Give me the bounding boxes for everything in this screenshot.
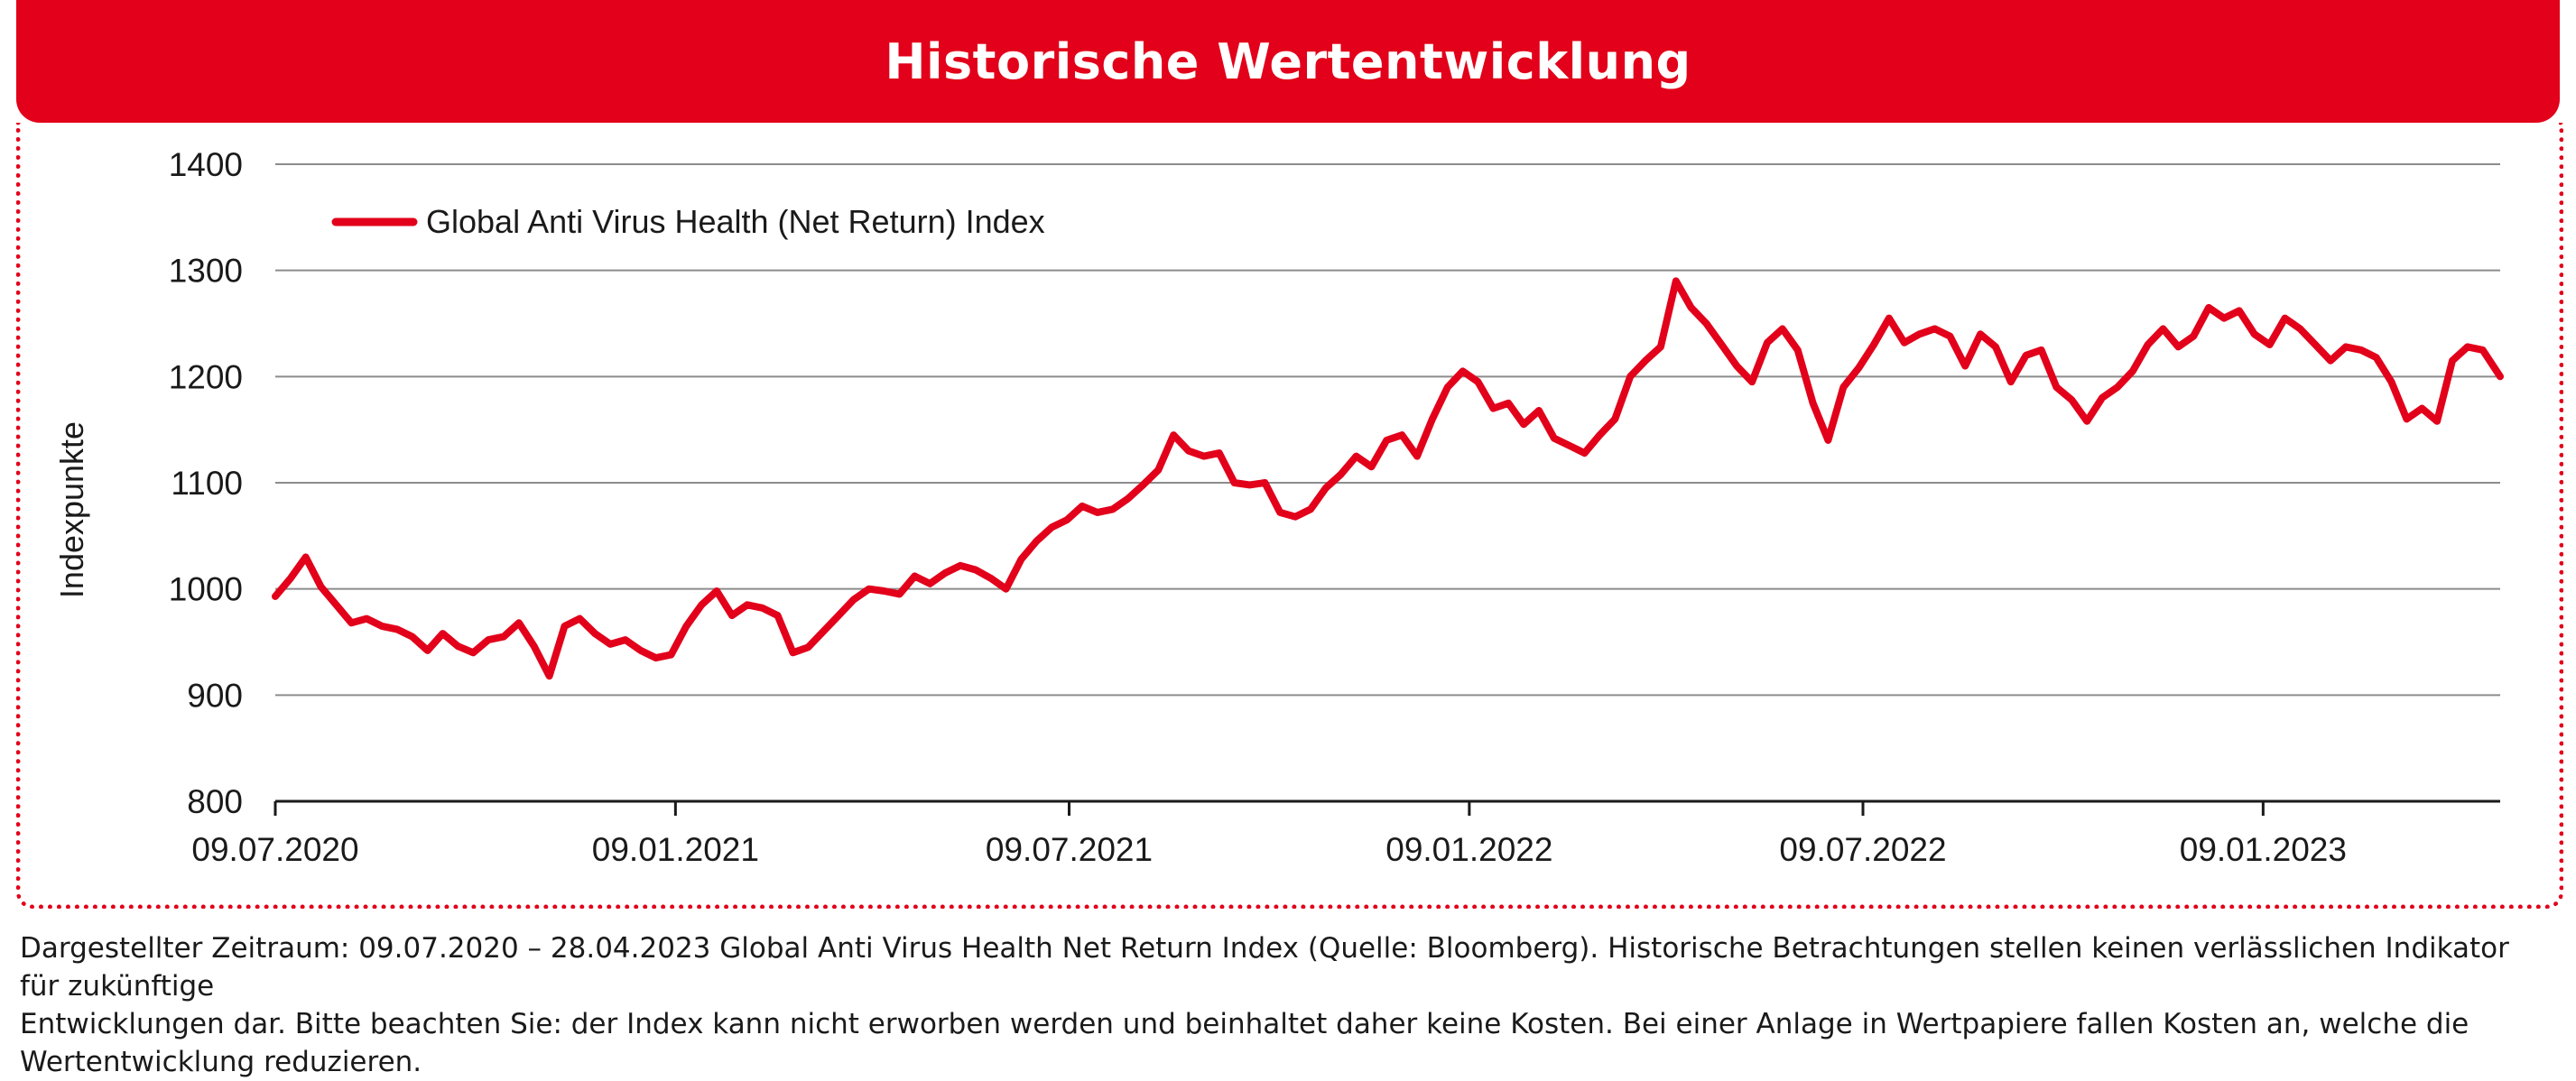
chart-frame: [16, 123, 2563, 909]
footnote-line-2: Entwicklungen dar. Bitte beachten Sie: d…: [20, 1008, 2469, 1078]
x-axis: 09.07.2020 09.01.2021 09.07.2021 09.01.2022…: [191, 801, 2347, 868]
x-tick-label: 09.01.2023: [2180, 831, 2347, 868]
x-tick-label: 09.01.2021: [592, 831, 759, 868]
chart-header: Historische Wertentwicklung: [16, 0, 2560, 123]
x-tick-label: 09.07.2022: [1779, 831, 1946, 868]
x-tick-label: 09.07.2021: [986, 831, 1153, 868]
y-tick-label: 800: [187, 783, 243, 820]
y-axis-label: Indexpunkte: [53, 421, 90, 598]
y-tick-label: 1200: [169, 358, 243, 395]
y-tick-label: 1000: [169, 571, 243, 608]
series-group: [272, 277, 2504, 680]
chart-title: Historische Wertentwicklung: [885, 32, 1691, 90]
y-tick-label: 900: [187, 677, 243, 714]
y-tick-label: 1100: [171, 465, 243, 502]
series-line: [272, 277, 2504, 680]
y-tick-label: 1300: [169, 253, 243, 290]
y-axis-ticks: 800 900 1000 1100 1200 1300 1400: [169, 146, 243, 820]
x-tick-label: 09.07.2020: [191, 831, 358, 868]
footnote: Dargestellter Zeitraum: 09.07.2020 – 28.…: [20, 929, 2556, 1081]
gridlines: [275, 163, 2500, 803]
x-tick-label: 09.01.2022: [1385, 831, 1552, 868]
legend: Global Anti Virus Health (Net Return) In…: [331, 203, 1045, 240]
legend-label: Global Anti Virus Health (Net Return) In…: [426, 203, 1045, 240]
y-tick-label: 1400: [169, 146, 243, 183]
chart-figure: Historische Wertentwicklung 800 900 1000 11…: [16, 0, 2563, 1078]
footnote-line-1: Dargestellter Zeitraum: 09.07.2020 – 28.…: [20, 932, 2509, 1002]
